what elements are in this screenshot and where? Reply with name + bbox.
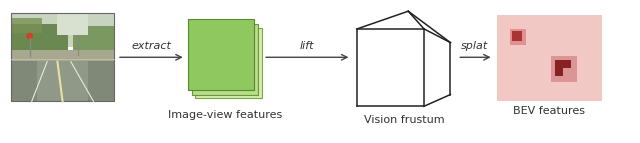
Text: Image-view features: Image-view features <box>168 110 282 120</box>
Bar <box>552 56 577 82</box>
Bar <box>11 57 114 101</box>
Bar <box>510 29 518 37</box>
Bar <box>37 57 88 101</box>
Text: BEV features: BEV features <box>513 106 586 116</box>
Bar <box>58 13 88 35</box>
Text: extract: extract <box>131 41 172 51</box>
Bar <box>191 24 258 95</box>
Bar <box>518 37 526 44</box>
Text: Vision frustum: Vision frustum <box>364 115 445 125</box>
Bar <box>11 24 68 52</box>
Bar <box>73 26 114 51</box>
Text: lift: lift <box>300 41 314 51</box>
Bar <box>11 50 114 61</box>
Bar <box>556 60 571 68</box>
Bar <box>11 13 114 47</box>
Text: splat: splat <box>461 41 488 51</box>
Bar <box>11 18 42 33</box>
Bar <box>188 19 254 90</box>
Bar <box>195 28 262 99</box>
Bar <box>497 15 602 101</box>
Circle shape <box>26 33 33 39</box>
Bar <box>11 13 114 101</box>
Bar <box>556 68 563 76</box>
Bar <box>518 29 526 37</box>
Bar <box>510 37 518 44</box>
Bar <box>512 31 522 41</box>
